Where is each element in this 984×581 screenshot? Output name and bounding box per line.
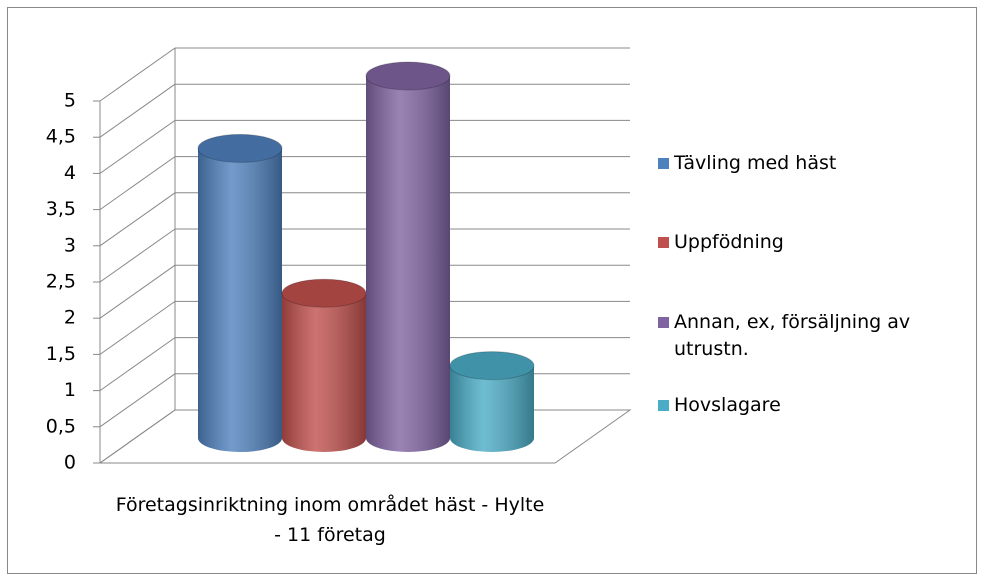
grid-line-side <box>99 47 176 102</box>
y-tick-label: 0,5 <box>46 415 76 437</box>
grid-line-side <box>99 119 176 174</box>
y-tick-label: 1,5 <box>46 343 76 365</box>
grid-line-side <box>99 228 176 283</box>
cylinder-top <box>197 133 283 163</box>
legend-swatch <box>658 317 669 328</box>
cylinder-top-shade <box>450 351 534 380</box>
grid-line-side <box>99 300 176 355</box>
legend-item: Uppfödning <box>658 229 978 256</box>
legend-item: Hovslagare <box>658 392 978 419</box>
legend-item: Annan, ex, försäljning av utrustn. <box>658 309 978 363</box>
cylinder <box>365 61 451 452</box>
legend-label: Hovslagare <box>674 394 781 416</box>
cylinder <box>449 351 535 452</box>
y-tick-label: 1 <box>64 379 76 401</box>
legend-item: Tävling med häst <box>658 150 978 177</box>
cylinder-top <box>365 61 451 91</box>
cylinder-shade <box>450 365 534 452</box>
y-tick-label: 0 <box>64 452 76 474</box>
grid-line-side <box>99 373 176 428</box>
y-tick-label: 5 <box>64 90 76 112</box>
grid-line-side <box>99 83 176 138</box>
y-tick-label: 3 <box>64 234 76 256</box>
legend-label: Annan, ex, försäljning av utrustn. <box>674 311 911 360</box>
cylinder-top <box>449 351 535 381</box>
grid-line-side <box>99 409 176 464</box>
cylinder <box>281 278 367 452</box>
category-label: Företagsinriktning inom området häst - H… <box>115 494 545 546</box>
cylinder-top-shade <box>198 134 282 163</box>
y-tick-label: 2,5 <box>46 271 76 293</box>
y-tick-label: 4,5 <box>46 126 76 148</box>
cylinder-shade <box>282 293 366 452</box>
grid-line-side <box>99 156 176 211</box>
cylinder <box>197 133 283 452</box>
y-tick-label: 2 <box>64 307 76 329</box>
legend-label: Uppfödning <box>674 231 784 253</box>
grid-line-side <box>99 264 176 319</box>
chart-border <box>7 7 977 574</box>
grid-line-side <box>99 337 176 392</box>
cylinder-shade <box>198 148 282 452</box>
legend-label: Tävling med häst <box>674 152 837 174</box>
grid-line-side <box>99 192 176 247</box>
legend-swatch <box>658 237 669 248</box>
y-tick-label: 3,5 <box>46 198 76 220</box>
cylinder-top-shade <box>282 279 366 308</box>
cylinder-shade <box>366 76 450 452</box>
y-tick-label: 4 <box>64 162 76 184</box>
legend-swatch <box>658 158 669 169</box>
legend-swatch <box>658 400 669 411</box>
cylinder-top-shade <box>366 62 450 90</box>
